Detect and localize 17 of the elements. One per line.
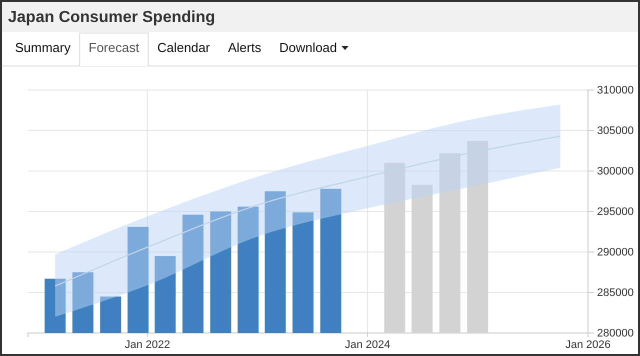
text: Calendar [157,40,211,55]
y-tick-label: 300000 [597,166,634,178]
y-tick-label: 295000 [597,206,634,218]
line-series [54,136,561,287]
y-tick-label: 305000 [597,125,634,138]
x-tick-label: Jan 2022 [124,338,170,351]
y-tick-label: 280000 [597,328,634,340]
chart-title: Japan Consumer Spending [8,9,216,26]
y-tick-label: 285000 [597,287,634,300]
x-tick-label: Jan 2024 [344,338,390,351]
y-tick-label: 310000 [597,84,634,97]
y-tick-label: 290000 [597,246,634,259]
x-tick-label: Jan 2026 [565,338,611,351]
text: Summary [15,40,72,55]
text: Forecast [88,40,140,55]
text: Download [279,40,338,55]
text: Alerts [228,40,262,55]
